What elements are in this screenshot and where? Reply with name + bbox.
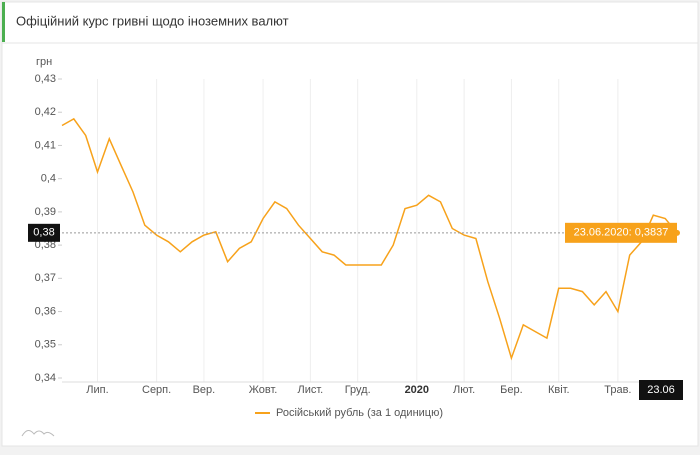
- tooltip-box: [565, 222, 677, 243]
- crosshair-y-label: 0,38: [33, 227, 54, 239]
- y-tick-label: 0,4: [41, 173, 56, 185]
- y-tick-label: 0,42: [35, 106, 56, 118]
- point-marker: [674, 229, 680, 236]
- x-tick-label: Лют.: [453, 384, 475, 396]
- title-accent: [2, 2, 5, 42]
- y-tick-label: 0,39: [35, 206, 56, 218]
- x-tick-label: Трав.: [604, 384, 631, 396]
- x-tick-label: Жовт.: [249, 384, 278, 396]
- y-tick-label: 0,36: [35, 305, 56, 317]
- x-tick-label: Груд.: [345, 384, 371, 396]
- x-tick-label: Серп.: [142, 384, 171, 396]
- y-tick-label: 0,38: [35, 239, 56, 251]
- x-tick-label: Вер.: [193, 384, 216, 396]
- x-tick-label: Лип.: [86, 384, 108, 396]
- series-line: [61, 117, 678, 361]
- x-tick-label: Квіт.: [548, 384, 570, 396]
- chart-title: Офіційний курс гривні щодо іноземних вал…: [16, 13, 289, 28]
- y-unit: грн: [36, 56, 52, 68]
- x-tick-label: Лист.: [297, 384, 323, 396]
- tooltip-text: 23.06.2020: 0,3837: [574, 227, 669, 239]
- y-tick-label: 0,43: [35, 73, 56, 85]
- y-tick-label: 0,37: [35, 272, 56, 284]
- y-tick-label: 0,34: [35, 372, 56, 384]
- legend-label: Російський рубль (за 1 одиницю): [276, 407, 443, 419]
- x-tick-label: Бер.: [500, 384, 523, 396]
- y-tick-label: 0,41: [35, 139, 56, 151]
- crosshair-x-label: 23.06: [647, 384, 675, 396]
- x-tick-label: 2020: [405, 384, 429, 396]
- logo-icon: [21, 430, 55, 437]
- crosshair-x-box: [639, 380, 683, 400]
- y-tick-label: 0,35: [35, 339, 56, 351]
- crosshair-y-box: [28, 223, 60, 242]
